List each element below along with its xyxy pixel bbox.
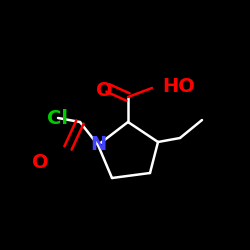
Text: HO: HO bbox=[162, 78, 195, 96]
Text: Cl: Cl bbox=[48, 108, 68, 128]
Text: O: O bbox=[32, 152, 48, 172]
Text: N: N bbox=[90, 136, 106, 154]
Text: O: O bbox=[96, 80, 112, 100]
